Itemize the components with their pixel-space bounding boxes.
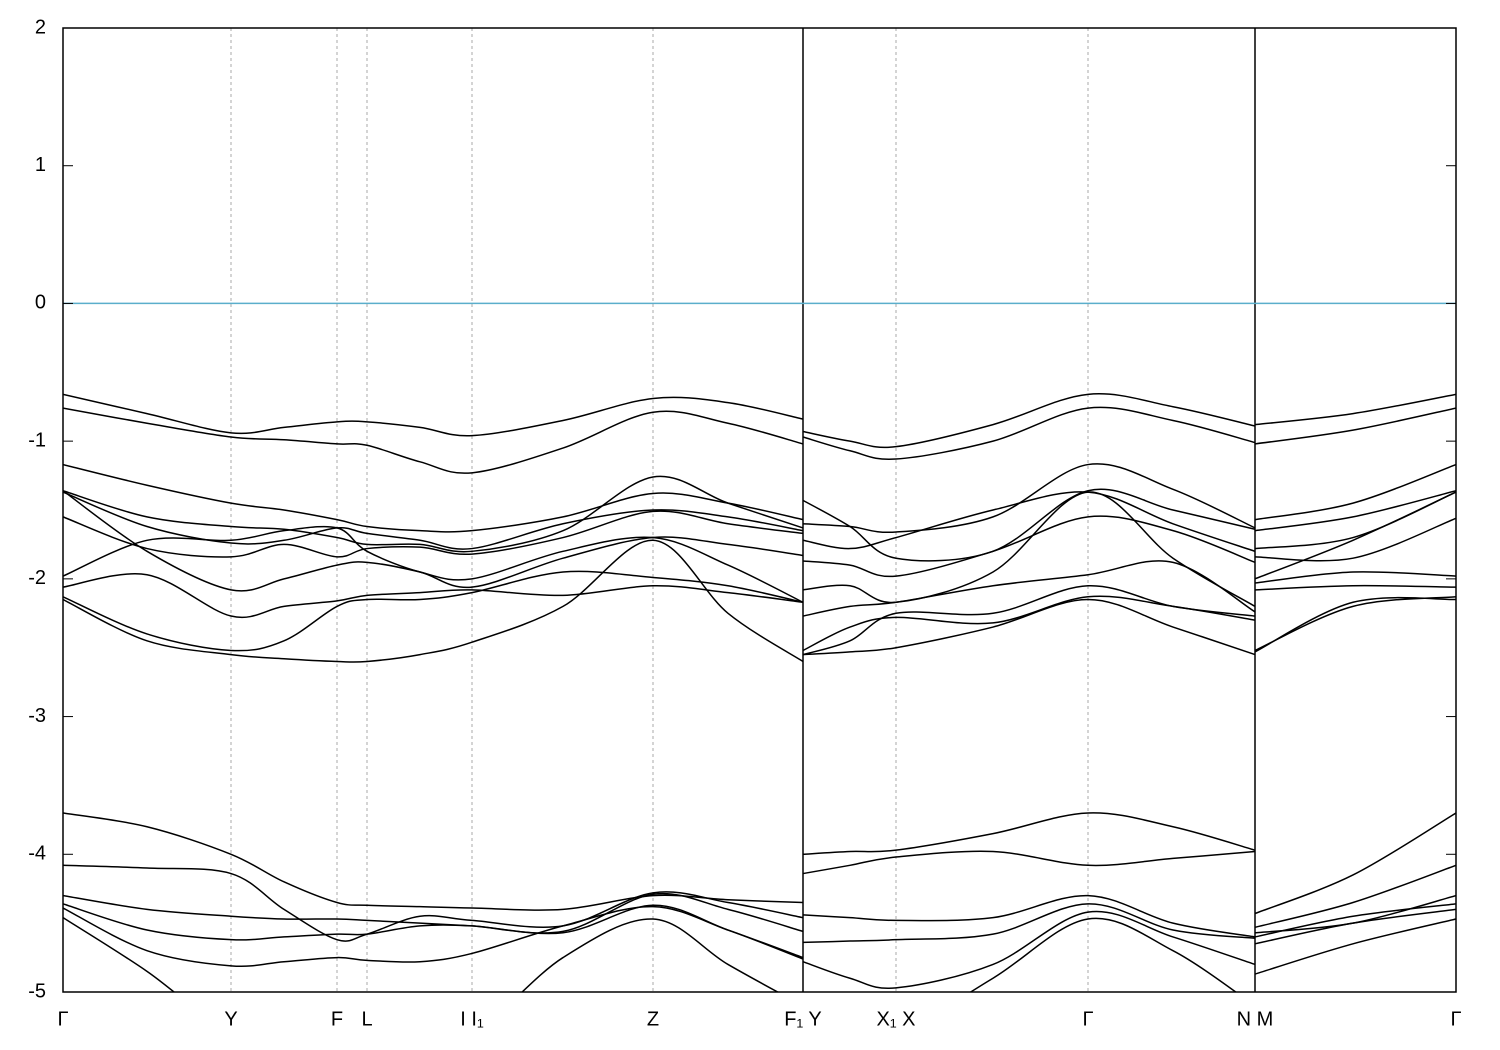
band — [63, 892, 804, 934]
band — [1254, 491, 1456, 580]
x-tick-label: Γ — [1082, 1008, 1093, 1030]
band — [802, 910, 1256, 990]
band — [63, 903, 804, 959]
band — [1254, 393, 1456, 426]
band — [1254, 596, 1456, 652]
x-tick-label: Γ — [1450, 1008, 1461, 1030]
y-tick-label: -3 — [28, 705, 46, 727]
y-tick-label: 2 — [35, 16, 46, 38]
band — [969, 917, 1238, 992]
x-tick-label: Γ — [57, 1008, 68, 1030]
band — [1254, 903, 1456, 938]
x-tick-label: Z — [647, 1008, 659, 1030]
band — [1254, 584, 1456, 591]
band — [1254, 571, 1456, 584]
band — [63, 539, 804, 663]
band — [802, 488, 1256, 562]
x-tick-label: N M — [1237, 1008, 1274, 1030]
x-tick-label: I I₁ — [460, 1008, 484, 1030]
band — [1254, 596, 1456, 653]
x-tick-label: Y — [224, 1008, 237, 1030]
band — [1254, 864, 1456, 929]
band — [63, 864, 804, 942]
band — [63, 570, 804, 652]
y-tick-label: -5 — [28, 980, 46, 1002]
band — [802, 894, 1256, 938]
band — [63, 475, 804, 553]
band — [802, 393, 1256, 449]
y-tick-label: 1 — [35, 154, 46, 176]
band — [802, 491, 1256, 608]
x-tick-label: F₁ Y — [784, 1008, 822, 1030]
band — [63, 490, 804, 592]
band — [63, 812, 804, 911]
band — [63, 525, 804, 603]
x-tick-label: X₁ X — [877, 1008, 916, 1030]
band — [1254, 918, 1456, 975]
band — [802, 491, 1256, 553]
x-tick-label: F — [331, 1008, 343, 1030]
band — [63, 463, 804, 533]
labels: -5 -4 -3 -2 -1 0 1 2 Γ Y F L I I₁ Z F₁ Y X₁ X Γ N M Γ — [28, 16, 1461, 1030]
x-tick-label: L — [361, 1008, 372, 1030]
band — [802, 850, 1256, 875]
plot-frame — [62, 27, 1457, 993]
band — [802, 903, 1256, 944]
band — [63, 905, 804, 967]
band — [802, 598, 1256, 656]
y-tick-label: 0 — [35, 292, 46, 314]
y-tick-label: -2 — [28, 567, 46, 589]
band — [802, 463, 1256, 534]
band — [1254, 489, 1456, 532]
band — [802, 595, 1256, 652]
band — [63, 510, 804, 558]
band — [1254, 407, 1456, 445]
band — [1254, 812, 1456, 915]
band — [63, 917, 780, 992]
grid — [63, 28, 1456, 992]
band — [802, 812, 1256, 856]
band — [63, 407, 804, 474]
band — [1254, 491, 1456, 550]
band — [1254, 517, 1456, 562]
band — [802, 406, 1256, 461]
band — [802, 515, 1256, 578]
band — [63, 573, 804, 618]
y-tick-label: -1 — [28, 429, 46, 451]
band — [63, 393, 804, 437]
band — [1254, 463, 1456, 521]
band — [1254, 908, 1456, 945]
bands — [63, 393, 1456, 992]
y-tick-label: -4 — [28, 843, 46, 865]
band — [802, 560, 1256, 617]
